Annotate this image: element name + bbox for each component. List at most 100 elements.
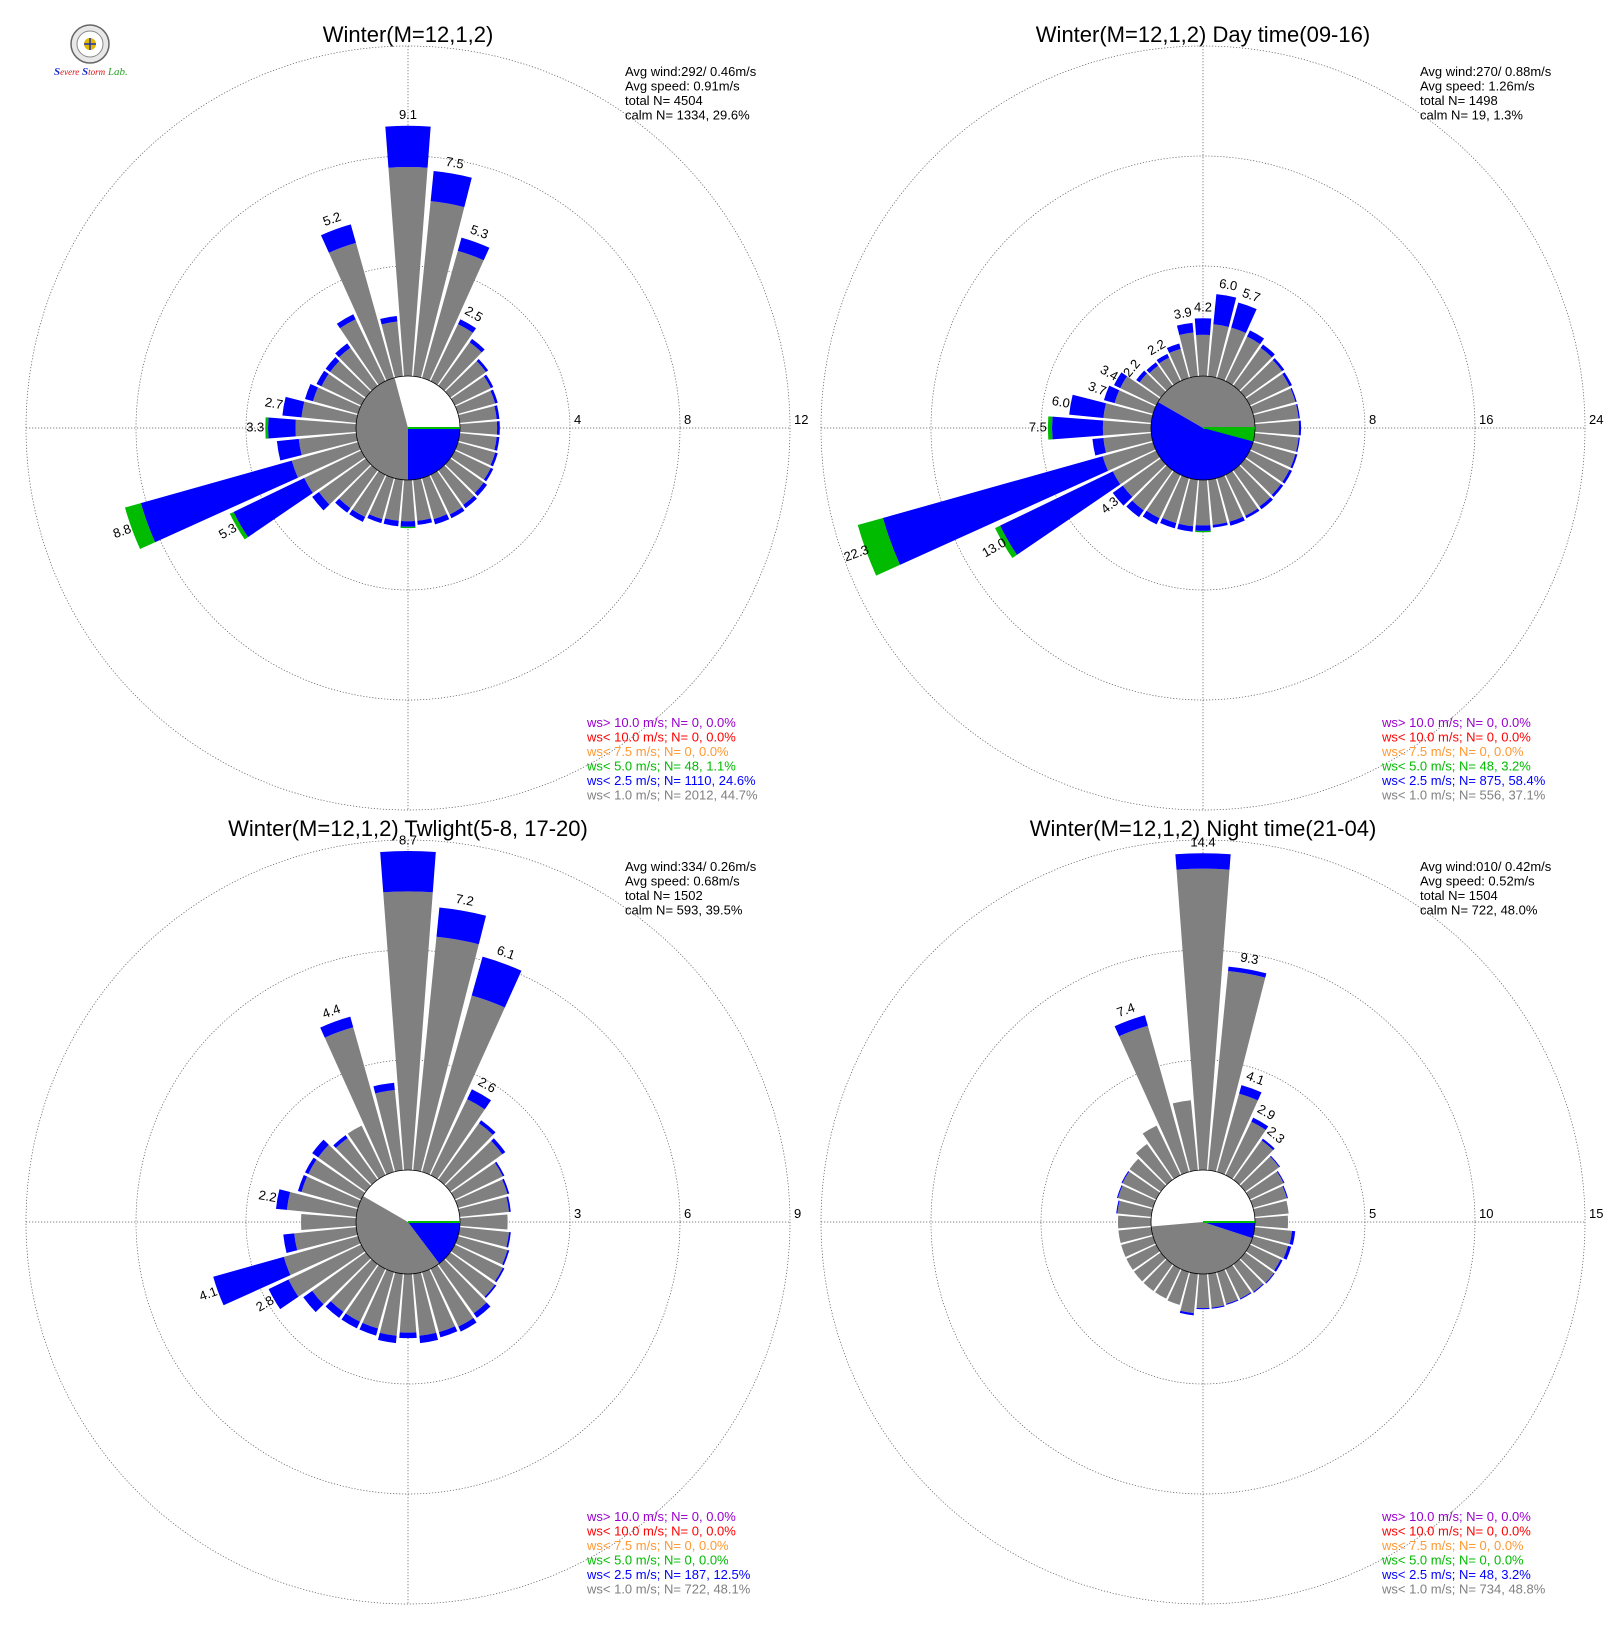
bar-segment-lt2_5 (1226, 1299, 1239, 1305)
bar-segment-lt2_5 (436, 907, 487, 945)
bar-segment-lt1 (1240, 1252, 1274, 1283)
bar-segment-lt2_5 (1298, 420, 1302, 436)
bar-segment-lt1 (445, 1252, 495, 1297)
grid-ring (820, 45, 1586, 811)
bar-value-label: 22.3 (842, 542, 871, 565)
legend-entry: ws> 10.0 m/s; N= 0, 0.0% (586, 715, 736, 730)
bar-segment-lt1 (413, 1272, 437, 1336)
bar-segment-lt2_5 (463, 495, 477, 509)
legend-entry: ws< 1.0 m/s; N= 2012, 44.7% (586, 788, 758, 803)
ring-tick-label: 3 (574, 1206, 581, 1221)
bar-segment-lt1 (413, 201, 465, 378)
bar-segment-lt1 (1178, 478, 1198, 527)
calm-blue-sector (1151, 402, 1255, 480)
bar-segment-lt1 (1149, 365, 1173, 391)
bar-segment-lt2_5 (1000, 471, 1121, 555)
bar-segment-lt1 (1253, 1227, 1292, 1245)
bar-segment-lt2_5 (267, 417, 296, 439)
bar-segment-lt2_5 (474, 482, 488, 497)
bar-segment-lt2_5 (213, 1256, 291, 1306)
bar-segment-lt1 (1118, 1227, 1153, 1243)
grid-ring (25, 839, 791, 1605)
bar-segment-lt1 (459, 421, 498, 435)
bar-segment-lt1 (399, 1273, 417, 1333)
stats-line: calm N= 722, 48.0% (1420, 903, 1538, 918)
bar-segment-lt2_5 (282, 396, 305, 418)
bar-segment-lt1 (422, 1269, 456, 1333)
bar-segment-lt2_5 (1146, 362, 1159, 374)
bar-segment-lt1 (1117, 1185, 1156, 1208)
stats-line: Avg speed: 1.26m/s (1420, 79, 1535, 94)
bar-segment-lt1 (445, 360, 486, 398)
bar-segment-lt1 (1180, 1272, 1198, 1314)
calm-gray-sector (1157, 375, 1255, 428)
bar-segment-lt2_5 (1261, 1138, 1275, 1151)
stats-line: Avg wind:270/ 0.88m/s (1420, 64, 1552, 79)
ring-tick-label: 24 (1589, 412, 1603, 427)
bar-segment-lt2_5 (1282, 372, 1292, 387)
bar-segment-lt2_5 (1296, 403, 1300, 419)
bar-segment-lt1 (1142, 1125, 1181, 1180)
bar-segment-lt1 (291, 442, 361, 478)
legend-entry: ws< 1.0 m/s; N= 734, 48.8% (1381, 1582, 1546, 1597)
bar-segment-lt1 (318, 1144, 371, 1192)
bar-segment-lt2_5 (1112, 485, 1133, 506)
bar-segment-lt1 (1196, 334, 1210, 377)
bar-segment-lt2_5 (1196, 1307, 1210, 1310)
stats-line: total N= 1498 (1420, 93, 1498, 108)
bar-value-label: 9.1 (399, 107, 417, 122)
bar-segment-lt2_5 (467, 1089, 492, 1110)
bar-segment-lt1 (1126, 1244, 1161, 1270)
bar-segment-lt2_5 (383, 518, 399, 527)
bar-segment-lt1 (1162, 475, 1189, 524)
bar-value-label: 8.7 (399, 832, 417, 847)
bar-segment-lt2_5 (336, 314, 356, 329)
bar-segment-lt2_5 (1247, 330, 1265, 345)
bar-segment-lt2_5 (484, 1284, 497, 1299)
bar-segment-lt1 (1233, 1259, 1264, 1292)
bar-segment-lt1 (324, 1027, 394, 1175)
bar-value-label: 4.2 (1194, 300, 1212, 315)
legend-entry: ws< 10.0 m/s; N= 0, 0.0% (586, 730, 736, 745)
bar-segment-lt1 (1225, 336, 1261, 386)
bar-segment-lt2_5 (1290, 453, 1298, 469)
bar-segment-lt1 (1176, 868, 1230, 1171)
bar-segment-lt1 (1139, 373, 1166, 398)
stats-line: calm N= 19, 1.3% (1420, 108, 1523, 123)
bar-segment-lt5 (1195, 530, 1211, 533)
bar-segment-lt1 (1217, 1269, 1238, 1304)
legend-entry: ws> 10.0 m/s; N= 0, 0.0% (1381, 715, 1531, 730)
bar-value-label: 7.2 (455, 891, 475, 909)
bar-segment-lt1 (445, 1140, 503, 1192)
bar-segment-lt1 (1121, 1236, 1156, 1257)
bar-segment-lt2_5 (1272, 358, 1285, 372)
bar-segment-lt2_5 (1195, 525, 1211, 531)
bar-segment-lt1 (1253, 433, 1299, 452)
bar-segment-lt1 (459, 1214, 508, 1230)
bar-segment-lt1 (438, 342, 482, 391)
stats-line: calm N= 593, 39.5% (625, 903, 743, 918)
bar-segment-lt1 (286, 1191, 358, 1217)
bar-segment-lt1 (1254, 1215, 1288, 1229)
calm-green-sector (1203, 428, 1255, 442)
bar-segment-lt1 (1225, 1264, 1251, 1299)
bar-segment-lt1 (304, 450, 366, 493)
bar-segment-lt2_5 (1052, 416, 1104, 440)
bar-segment-lt2_5 (491, 1138, 506, 1155)
ring-tick-label: 4 (574, 412, 581, 427)
bar-segment-lt2_5 (380, 316, 398, 325)
bar-segment-lt1 (384, 478, 403, 521)
bar-segment-lt2_5 (490, 389, 498, 404)
bar-segment-lt2_5 (1211, 1305, 1225, 1309)
bar-segment-lt1 (321, 373, 366, 406)
stats-line: Avg speed: 0.68m/s (625, 874, 740, 889)
bar-segment-lt2_5 (303, 1290, 324, 1313)
bar-segment-lt1 (328, 242, 394, 381)
bar-segment-lt2_5 (473, 1302, 491, 1318)
bar-value-label: 5.7 (1240, 285, 1262, 305)
bar-segment-lt2_5 (312, 1139, 329, 1158)
bar-segment-lt5 (229, 511, 249, 540)
bar-segment-lt2_5 (1114, 1015, 1148, 1037)
bar-segment-lt2_5 (1265, 1272, 1275, 1284)
bar-segment-lt2_5 (1282, 1185, 1289, 1199)
